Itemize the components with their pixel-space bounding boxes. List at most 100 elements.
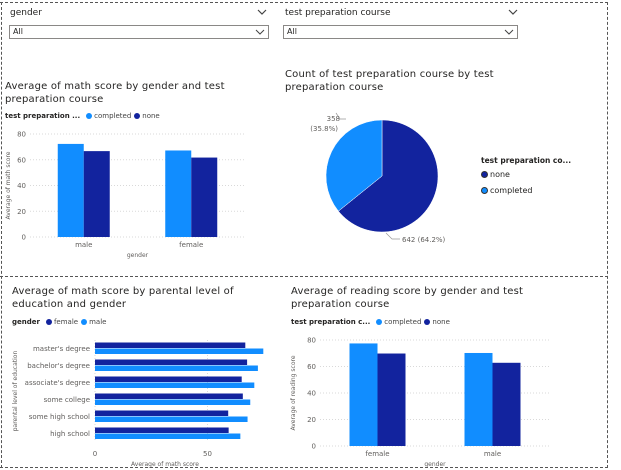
chart4-xlabel: gender — [424, 461, 446, 468]
pie-leader-none — [385, 232, 400, 240]
chart4-legend-completed: completed — [384, 318, 422, 326]
chart4-bar-completed-male — [464, 352, 493, 446]
chart3-xtick: 0 — [93, 450, 97, 458]
pie-slice-none — [338, 119, 439, 233]
chart3-ytick: master's degree — [33, 345, 90, 353]
chart1-svg: 0 20 40 60 80 male female gender Average of math… — [5, 131, 245, 259]
chart2-svg: 642 (64.2%) 358 (35.8%) — [310, 112, 446, 244]
chart3-bar-female-3 — [95, 393, 243, 399]
chart3-bar-female-0 — [95, 342, 246, 348]
chart4-ytick: 40 — [307, 390, 316, 398]
pie-leader-completed — [335, 112, 346, 120]
chart4-bar-completed-female — [349, 343, 378, 446]
chart4-ytick: 20 — [307, 416, 316, 424]
chart4-bar-none-female — [377, 353, 406, 446]
chart1-ytick: 40 — [17, 182, 26, 190]
chart1-title: Average of math score by gender and test… — [5, 81, 225, 105]
chart4-ytick: 0 — [312, 443, 316, 451]
chart2-legend-completed-label: completed — [490, 186, 533, 195]
chart3-ytick: high school — [50, 430, 90, 438]
chart1-bar-completed-male — [57, 143, 84, 237]
chart1-ytick: 0 — [22, 234, 26, 242]
slicer-test-prep-value: All — [287, 27, 297, 36]
legend-dot-completed — [376, 319, 383, 325]
bottom-divider — [0, 467, 608, 468]
legend-dot-none — [424, 319, 431, 325]
chart2-legend-completed: completed — [481, 186, 532, 195]
chart4-ytick: 60 — [307, 363, 316, 371]
chart1-bar-none-female — [191, 157, 218, 237]
chart3-bar-male-2 — [95, 382, 255, 388]
chart1-legend: test preparation ... completed none — [5, 112, 160, 120]
slicer-gender-dropdown[interactable]: All — [9, 25, 269, 39]
chart3-title: Average of math score by parental level … — [12, 286, 234, 310]
chart1-legend-completed: completed — [94, 112, 132, 120]
legend-dot-none — [481, 171, 488, 178]
chart3-bar-female-1 — [95, 359, 248, 365]
slicer-test-prep-dropdown[interactable]: All — [283, 25, 518, 39]
chart3-legend-title: gender — [12, 318, 40, 326]
chart1-ytick: 60 — [17, 156, 26, 164]
chart4-legend-none: none — [432, 318, 450, 326]
chart3-bar-female-4 — [95, 410, 229, 416]
chart3-svg: 0 50 master's degree bachelor's degree assoc… — [12, 340, 264, 468]
chart3-legend: gender female male — [12, 318, 106, 326]
chart2-legend-title: test preparation co... — [481, 156, 572, 165]
chart4-xtick: female — [365, 450, 389, 458]
pie-label-completed-pct: (35.8%) — [310, 125, 338, 133]
chart4-title: Average of reading score by gender and t… — [291, 286, 524, 310]
chart3-ytick: some college — [44, 396, 90, 404]
chart1-ytick: 20 — [17, 208, 26, 216]
chart1-ytick: 80 — [17, 131, 26, 139]
chart3-bar-male-3 — [95, 399, 251, 405]
chart4-legend: test preparation c... completed none — [291, 318, 450, 326]
chart1-bar-none-male — [83, 151, 110, 237]
chart2-title: Count of test preparation course by test… — [285, 69, 494, 93]
legend-dot-completed — [86, 113, 93, 119]
legend-dot-male — [81, 319, 88, 325]
chart3-legend-female: female — [53, 318, 79, 326]
chart1-bar-completed-female — [165, 150, 192, 237]
chart3-ytick: associate's degree — [25, 379, 90, 387]
chart3-ylabel: parental level of education — [12, 351, 19, 432]
chart4-xtick: male — [484, 450, 501, 458]
middle-divider — [0, 276, 608, 277]
chart3-bar-female-5 — [95, 427, 229, 433]
chart4-ylabel: Average of reading score — [290, 355, 297, 430]
chevron-down-icon — [504, 29, 514, 35]
legend-dot-completed — [481, 187, 488, 194]
chart1-legend-title: test preparation ... — [5, 112, 81, 120]
chart3-legend-male: male — [89, 318, 107, 326]
top-divider — [0, 2, 608, 3]
slicer-gender-value: All — [13, 27, 23, 36]
chart4-bar-none-male — [492, 362, 521, 446]
chart1-xlabel: gender — [127, 252, 149, 259]
chart3-ytick: bachelor's degree — [27, 362, 90, 370]
chart2-legend-none: none — [481, 170, 510, 179]
chart1-ylabel: Average of math score — [5, 151, 12, 219]
chart3-bar-male-0 — [95, 348, 264, 354]
chevron-down-icon — [255, 29, 265, 35]
chart3-bar-male-4 — [95, 416, 248, 422]
pie-label-none: 642 (64.2%) — [402, 236, 446, 244]
pie-label-completed-count: 358 — [327, 115, 340, 123]
slicer-gender-collapse-icon[interactable] — [256, 8, 268, 16]
slicer-test-prep-collapse-icon[interactable] — [507, 8, 519, 16]
chart3-ytick: some high school — [29, 413, 90, 421]
chart3-xtick: 50 — [203, 450, 212, 458]
chart3-bar-male-1 — [95, 365, 258, 371]
legend-dot-female — [45, 319, 52, 325]
chart3-bar-female-2 — [95, 376, 242, 382]
chart1-legend-none: none — [142, 112, 160, 120]
legend-dot-none — [134, 113, 141, 119]
slicer-test-prep-title: test preparation course — [285, 8, 391, 18]
chart4-ytick: 80 — [307, 337, 316, 345]
chart1-xtick: female — [179, 241, 203, 249]
pie-slice-completed — [325, 119, 383, 212]
chart4-svg: 0 20 40 60 80 female male gender Average of read… — [290, 337, 550, 468]
slicer-gender-title: gender — [10, 8, 42, 18]
chart3-xlabel: Average of math score — [131, 461, 199, 468]
left-divider — [1, 2, 2, 468]
chart3-bar-male-5 — [95, 433, 241, 439]
right-divider — [607, 2, 608, 468]
